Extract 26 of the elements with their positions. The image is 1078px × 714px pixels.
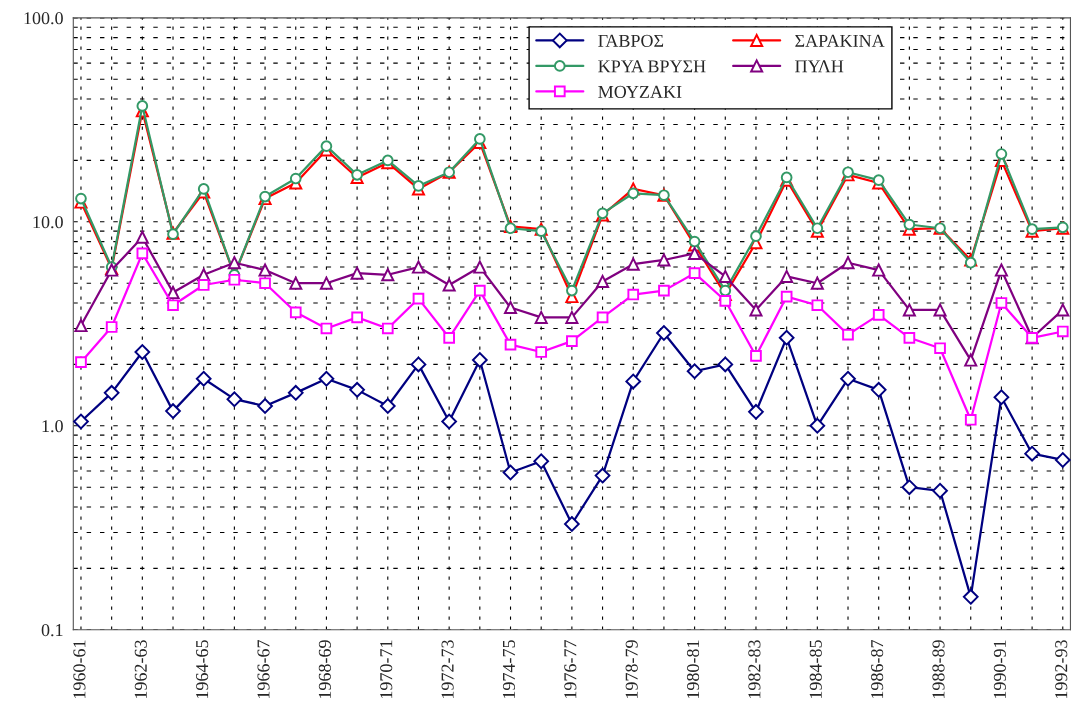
x-tick-label: 1966-67 [257, 639, 270, 699]
x-tick-label: 1960-61 [73, 640, 86, 699]
x-tick-label: 1988-89 [932, 640, 945, 699]
x-tick-label: 1986-87 [871, 639, 884, 699]
y-tick-label: 100.0 [24, 12, 63, 25]
x-tick-label: 1974-75 [502, 640, 516, 699]
x-tick-label: 1984-85 [809, 640, 822, 699]
legend-label: ΓΑΒΡΟΣ [598, 34, 664, 47]
x-tick-label: 1992-93 [1055, 640, 1068, 699]
x-tick-label: 1978-79 [625, 640, 638, 699]
x-tick-label: 1990-91 [993, 640, 1006, 699]
x-tick-label: 1972-73 [441, 640, 454, 699]
x-tick-label: 1964-65 [196, 640, 209, 699]
x-tick-label: 1970-71 [380, 640, 393, 699]
x-tick-label: 1982-83 [748, 640, 761, 699]
x-tick-label: 1976-77 [564, 639, 577, 699]
legend-label: ΣΑΡΑΚΙΝΑ [795, 34, 885, 47]
x-tick-label: 1980-81 [686, 640, 700, 699]
x-tick-label: 1962-63 [134, 640, 147, 699]
legend-label: ΠΥΛΗ [795, 60, 844, 73]
legend-label: ΜΟΥΖΑΚΙ [598, 85, 682, 98]
y-tick-label: 0.1 [41, 624, 63, 637]
legend-label: ΚΡΥΑ ΒΡΥΣΗ [598, 60, 706, 73]
x-tick-label: 1968-69 [318, 640, 331, 699]
y-tick-label: 10.0 [33, 216, 63, 229]
y-tick-label: 1.0 [42, 420, 63, 433]
